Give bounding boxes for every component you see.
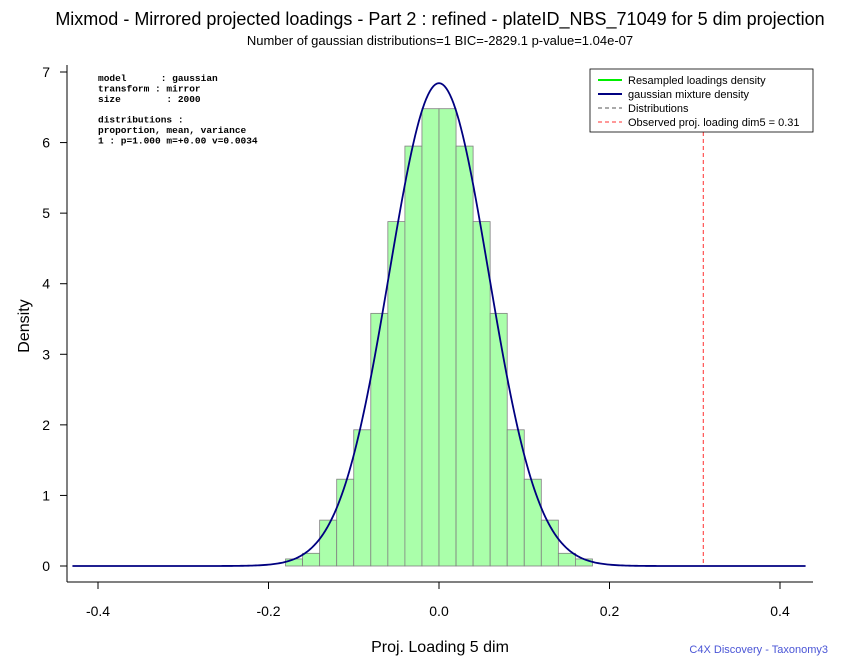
y-tick-label: 5 (42, 205, 50, 221)
histogram-bar-7 (404, 145, 423, 567)
legend-label: gaussian mixture density (628, 89, 750, 101)
info-line: transform : mirror (98, 83, 201, 94)
credit-text: C4X Discovery - Taxonomy3 (689, 644, 828, 656)
y-tick-label: 4 (42, 276, 50, 292)
info-line: distributions : (98, 115, 184, 126)
x-tick-label: 0.4 (770, 603, 790, 619)
histogram-bar-5 (370, 312, 389, 567)
histogram-bar-9 (438, 108, 457, 567)
histogram-bar-1 (302, 552, 321, 567)
histogram-bar-12 (489, 312, 508, 567)
histogram-bar-11 (472, 221, 491, 567)
histogram-bar-13 (506, 429, 525, 567)
legend-label: Resampled loadings density (628, 75, 766, 87)
info-line: model : gaussian (98, 73, 218, 84)
x-tick-label: -0.4 (86, 603, 110, 619)
histogram-bar-6 (387, 221, 406, 567)
info-line: 1 : p=1.000 m=+0.00 v=0.0034 (98, 135, 258, 146)
legend-label: Distributions (628, 103, 689, 115)
legend-box (589, 68, 814, 133)
x-tick-label: -0.2 (256, 603, 280, 619)
gaussian-density-curve (72, 82, 806, 567)
y-tick-label: 7 (42, 64, 50, 80)
y-axis-label: Density (16, 299, 33, 352)
info-line: size : 2000 (98, 94, 201, 105)
histogram-bar-10 (455, 145, 474, 567)
y-tick-label: 1 (42, 487, 50, 503)
histogram-bar-8 (421, 108, 440, 567)
chart-title: Mixmod - Mirrored projected loadings - P… (55, 9, 824, 30)
x-tick-label: 0.2 (600, 603, 620, 619)
y-tick-label: 0 (42, 558, 50, 574)
histogram-bars (285, 108, 593, 567)
histogram-bar-4 (353, 429, 372, 567)
y-tick-label: 2 (42, 417, 50, 433)
y-tick-label: 6 (42, 135, 50, 151)
y-axis-ticks: 0 1 2 3 4 5 6 7 (42, 64, 67, 574)
chart-subtitle: Number of gaussian distributions=1 BIC=-… (247, 33, 633, 48)
legend: Resampled loadings density gaussian mixtu… (589, 68, 814, 133)
info-line: proportion, mean, variance (98, 125, 247, 136)
histogram-bar-3 (336, 478, 355, 567)
x-axis-label: Proj. Loading 5 dim (371, 639, 509, 656)
histogram-bar-14 (523, 478, 542, 567)
y-tick-label: 3 (42, 346, 50, 362)
x-tick-label: 0.0 (429, 603, 449, 619)
histogram-bar-16 (557, 552, 576, 567)
x-axis-ticks: -0.4 -0.2 0.0 0.2 0.4 (86, 582, 790, 619)
legend-label: Observed proj. loading dim5 = 0.31 (628, 117, 800, 129)
